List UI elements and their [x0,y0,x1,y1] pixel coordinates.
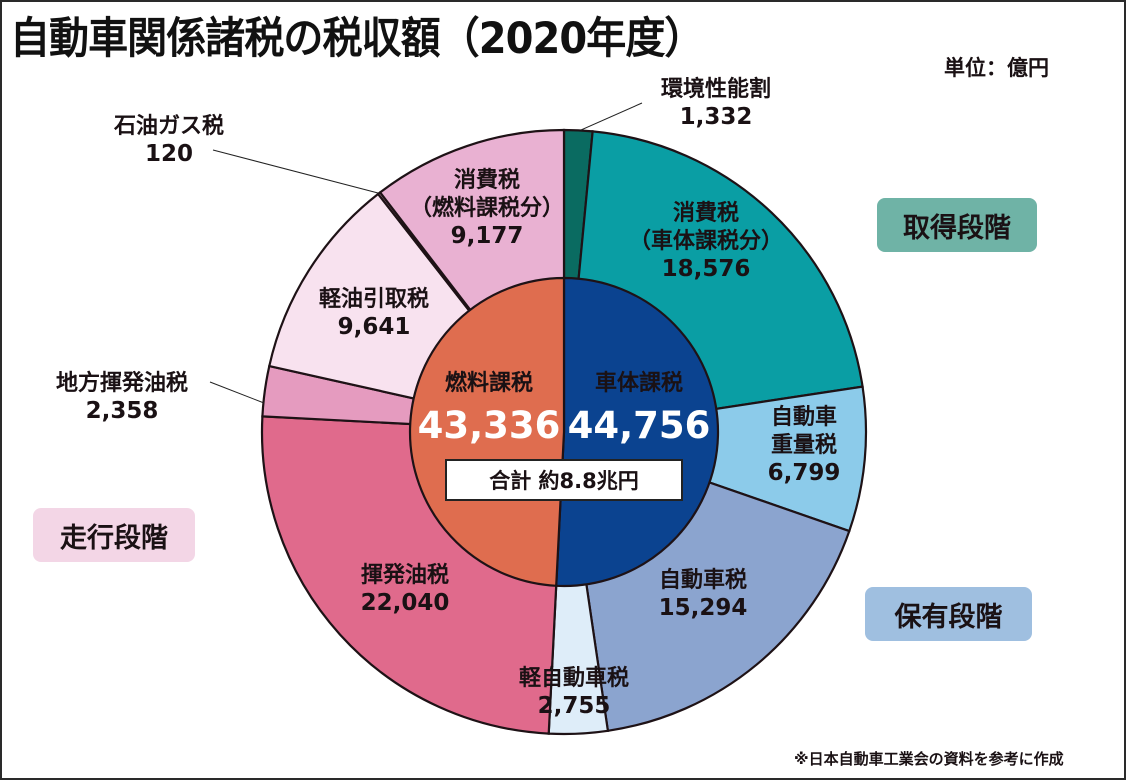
leader-line [580,102,643,131]
inner-slice [555,276,720,588]
slice-name-label: 自動車税 [659,567,747,593]
slice-name-label: 消費税 [673,200,739,226]
slice-value-label: 6,799 [768,460,841,486]
inner-ring [408,276,720,588]
inner-name-label: 車体課税 [595,370,683,396]
slice-name-label: （車体課税分） [629,228,783,254]
slice-value-label: 2,755 [538,693,611,719]
unit-label: 単位：億円 [944,56,1049,80]
slice-name-label: 重量税 [771,432,837,458]
slice-name-label: 軽自動車税 [519,665,629,691]
inner-value-label: 43,336 [418,404,561,447]
slice-name-label: 軽油引取税 [319,286,429,312]
slice-value-label: 1,332 [680,104,753,130]
slice-name-label: （燃料課税分） [410,195,564,221]
inner-value-label: 44,756 [568,404,711,447]
inner-slice [408,276,566,587]
slice-name-label: 自動車 [771,404,837,430]
leader-line [209,381,265,404]
stage-badge-ownership: 保有段階 [865,587,1032,641]
leader-line [212,149,379,194]
slice-name-label: 消費税 [454,167,520,193]
stage-badge-acquisition: 取得段階 [877,198,1037,252]
slice-name-label: 揮発油税 [361,562,449,588]
slice-name-label: 環境性能割 [661,76,771,102]
slice-value-label: 18,576 [662,256,751,282]
leader-lines [209,102,643,404]
slice-value-label: 22,040 [361,590,450,616]
stage-badge-running: 走行段階 [33,508,195,562]
slice-value-label: 9,177 [451,223,524,249]
slice-labels: 環境性能割1,332消費税（車体課税分）18,576自動車重量税6,799自動車… [56,76,840,719]
slice-value-label: 120 [145,141,193,167]
slice-name-label: 地方揮発油税 [56,370,188,396]
chart-title: 自動車関係諸税の税収額（2020年度） [10,14,704,64]
slice-name-label: 石油ガス税 [113,113,224,139]
source-note: ※日本自動車工業会の資料を参考に作成 [794,750,1064,768]
slice-value-label: 15,294 [659,595,748,621]
slice-value-label: 2,358 [86,398,159,424]
total-label: 合計 約8.8兆円 [445,459,683,501]
inner-name-label: 燃料課税 [445,370,533,396]
slice-value-label: 9,641 [338,314,411,340]
